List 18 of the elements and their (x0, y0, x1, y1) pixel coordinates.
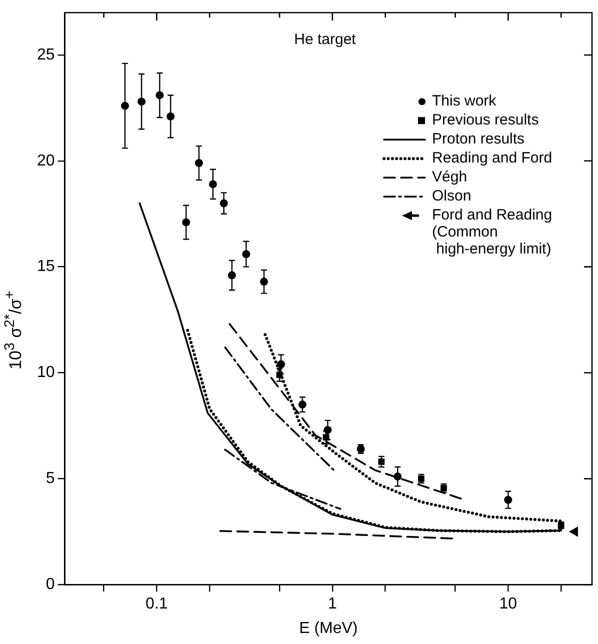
legend-label: Végh (432, 168, 468, 186)
y-tick-label: 25 (37, 46, 55, 64)
y-tick-label: 20 (37, 152, 55, 170)
y-tick-label: 15 (37, 258, 55, 276)
legend-label: This work (432, 92, 497, 110)
text: He target (294, 31, 357, 48)
x-tick-label: 1 (328, 596, 337, 613)
y-tick-label: 10 (37, 364, 55, 382)
x-tick-label: 0.1 (146, 596, 168, 613)
legend-label: Proton results (432, 130, 525, 148)
x-axis-title: E (MeV) (299, 620, 358, 637)
x-tick-label: 10 (499, 596, 518, 613)
legend-label: Previous results (432, 112, 539, 129)
legend-label: Olson (432, 188, 472, 205)
y-tick-label: 5 (46, 470, 55, 488)
y-tick-label: 0 (46, 576, 55, 594)
legend-label: Reading and Ford (432, 150, 552, 167)
legend-label: Ford and Reading (Common high-energy limit) (432, 206, 552, 258)
